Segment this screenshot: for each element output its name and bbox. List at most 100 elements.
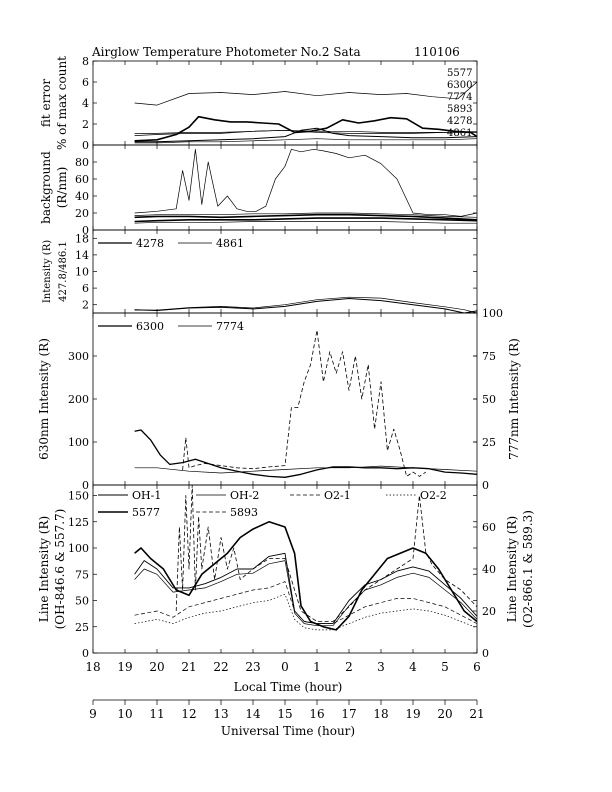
series-group [134,296,477,313]
series-label: 5577 [447,68,472,79]
y-tick-label: 150 [68,490,89,503]
legend-label: O2-1 [324,489,351,502]
ut-tick-label: 13 [213,707,228,721]
universal-time-label: Universal Time (hour) [221,724,355,738]
ut-tick-label: 17 [341,707,356,721]
series-label: 6300 [447,80,472,91]
chart-code: 110106 [414,45,460,59]
series-line-4861 [134,296,477,313]
y2-axis-label: Line Intensity (R) [505,516,519,622]
local-tick-label: 22 [213,660,228,674]
y-tick-label: 0 [82,224,89,237]
legend-label: 4861 [216,237,244,250]
series-line-4278 [134,298,477,313]
panel-oh-o2: 0 25 50 75 100 125 150 0 20 40 60 Line Intensity (R… [37,484,535,660]
y2-tick-label: 60 [482,521,496,534]
series-group [134,148,477,224]
ut-tick-label: 18 [373,707,388,721]
y-axis-label: Intensity (R) [42,240,53,303]
y2-tick-label: 25 [482,436,496,449]
ut-tick-label: 20 [437,707,452,721]
series-label: 5893 [447,104,472,115]
series-line-5577 [134,520,477,631]
y-tick-label: 14 [75,249,89,262]
y-tick-label: 200 [68,393,89,406]
series-line-6300 [134,429,477,478]
series-line-7774 [134,217,477,223]
series-line-5577 [134,81,477,106]
legend-label: 5893 [230,506,258,519]
y-tick-label: 300 [68,350,89,363]
y2-tick-label: 20 [482,605,496,618]
ut-tick-label: 15 [277,707,292,721]
y-tick-label: 40 [75,190,89,203]
legend-label: 6300 [136,320,164,333]
y-tick-label: 25 [75,621,89,634]
legend-label: O2-2 [420,489,447,502]
y2-axis-label: (O2-866.1 & 589.3) [521,510,535,628]
series-line-6300 [134,213,477,221]
panel-frame [92,312,478,486]
series-line-5893 [134,212,477,218]
y-tick-label: 0 [82,479,89,492]
y2-tick-label: 75 [482,350,496,363]
series-line-OH-2 [134,560,477,627]
series-label: 4861 [447,128,472,139]
local-tick-label: 21 [181,660,196,674]
local-tick-label: 4 [409,660,417,674]
y2-tick-label: 40 [482,563,496,576]
y-tick-label: 2 [82,299,89,312]
local-tick-label: 0 [281,660,289,674]
panel-427-8-486-1: 2 6 10 14 18 Intensity (R) 427.8/486.1 4278 4861 [42,229,478,314]
y-axis-label: Line Intensity (R) [37,516,51,622]
legend-label: 4278 [136,237,164,250]
y2-tick-label: 50 [482,393,496,406]
y-tick-label: 100 [68,436,89,449]
y-tick-label: 2 [82,118,89,131]
y-tick-label: 10 [75,266,89,279]
panel-6300-7774: 0 100 200 300 0 25 50 75 100 630nm Intensity (R) 7… [37,307,521,492]
local-tick-label: 5 [441,660,449,674]
y2-tick-label: 0 [482,647,489,660]
ut-tick-label: 14 [245,707,261,721]
local-tick-label: 23 [245,660,260,674]
legend-label: 5577 [132,506,160,519]
series-line-4861 [134,138,477,144]
panel-fit-error: 0 2 4 6 8 fit error% of max count 557763007774… [39,55,478,152]
y-tick-label: 6 [82,282,89,295]
y-tick-label: 60 [75,173,89,186]
y-tick-label: 8 [82,55,89,68]
y-tick-label: 80 [75,156,89,169]
ut-tick-label: 11 [149,707,164,721]
local-tick-label: 19 [117,660,132,674]
y-tick-label: 0 [82,139,89,152]
ut-tick-label: 10 [117,707,132,721]
y-axis-label: (R/nm) [55,167,69,209]
local-tick-label: 20 [149,660,164,674]
local-tick-label: 6 [473,660,481,674]
series-line-4278 [134,127,477,143]
series-group [134,329,477,478]
y-tick-label: 4 [82,97,89,110]
panel-background: 0 20 40 60 80 background (R/nm) [39,144,478,237]
y-axis-label: 427.8/486.1 [58,241,69,302]
y-axis-label: (OH-846.6 & 557.7) [53,509,67,630]
legend-label: OH-1 [132,489,161,502]
series-line-unnamed [182,329,427,477]
series-group [134,81,477,144]
series-line-7774 [134,465,477,474]
y2-tick-label: 100 [482,307,503,320]
local-tick-label: 3 [377,660,385,674]
series-label: 7774 [447,92,472,103]
y-tick-label: 18 [75,232,89,245]
series-line-O2-2 [134,593,477,631]
series-line-O2-1 [134,581,477,624]
ut-tick-label: 21 [469,707,484,721]
y-axis-label: fit error [39,79,53,127]
chart-title: Airglow Temperature Photometer No.2 Sata [91,45,361,59]
y-axis-label: % of max count [55,56,69,150]
series-group [134,485,477,631]
legend-label: 7774 [216,320,244,333]
